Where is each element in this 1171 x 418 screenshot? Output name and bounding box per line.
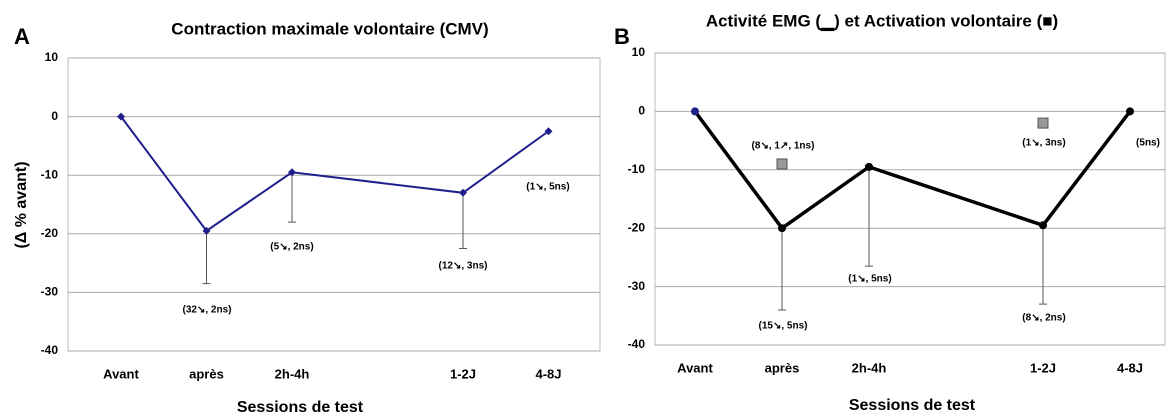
annotation: (5ns): [1136, 138, 1160, 149]
point-marker: [691, 107, 699, 116]
point-marker: [865, 162, 873, 171]
y-tick-label: 10: [45, 50, 59, 64]
x-axis-label: Sessions de test: [849, 397, 976, 414]
x-tick-label: 4-8J: [535, 366, 561, 381]
x-tick-label: 2h-4h: [852, 360, 887, 375]
point-marker: [459, 188, 467, 197]
y-tick-label: -10: [628, 162, 646, 176]
x-tick-label: 1-2J: [450, 366, 476, 381]
x-tick-label: Avant: [103, 366, 139, 381]
annotation: (8↘, 1↗, 1ns): [752, 141, 815, 152]
y-tick-label: -30: [41, 285, 59, 299]
y-axis-label: (Δ % avant): [13, 161, 30, 248]
x-axis-label: Sessions de test: [237, 399, 364, 416]
y-tick-label: -20: [628, 220, 646, 234]
y-tick-label: -40: [41, 343, 59, 357]
point-marker: [202, 226, 211, 235]
y-tick-label: -30: [628, 279, 646, 293]
chart-title: Contraction maximale volontaire (CMV): [171, 19, 488, 38]
x-tick-label: 2h-4h: [275, 366, 310, 381]
y-tick-label: 0: [638, 104, 645, 118]
square-marker: [1037, 117, 1049, 129]
y-tick-label: -10: [41, 167, 59, 181]
annotation: (15↘, 5ns): [759, 321, 808, 332]
annotation: (12↘, 3ns): [439, 261, 488, 272]
annotation: (1↘, 3ns): [1022, 138, 1065, 149]
x-tick-label: 4-8J: [1117, 360, 1143, 375]
annotation: (5↘, 2ns): [270, 242, 313, 253]
annotation: (1↘, 5ns): [848, 274, 891, 285]
plot-area: [654, 52, 1166, 346]
annotation: (32↘, 2ns): [183, 305, 232, 316]
x-tick-label: après: [765, 360, 800, 375]
plot-area: [67, 57, 601, 352]
point-marker: [544, 127, 553, 136]
point-marker: [288, 168, 296, 177]
point-marker: [1126, 107, 1134, 116]
panel-label: A: [14, 24, 30, 49]
x-tick-label: 1-2J: [1030, 360, 1056, 375]
y-tick-label: 10: [632, 45, 646, 59]
square-marker: [776, 158, 788, 170]
annotation: (8↘, 2ns): [1022, 313, 1065, 324]
series-line: [120, 116, 550, 233]
chart-title: Activité EMG (▁) et Activation volontair…: [706, 11, 1058, 31]
point-marker: [1039, 221, 1047, 230]
y-tick-label: 0: [51, 109, 58, 123]
x-tick-label: Avant: [677, 360, 713, 375]
panel-label: B: [614, 24, 630, 49]
y-tick-label: -20: [41, 226, 59, 240]
point-marker: [778, 224, 786, 233]
annotation: (1↘, 5ns): [526, 182, 569, 193]
y-tick-label: -40: [628, 337, 646, 351]
point-marker: [117, 112, 125, 121]
x-tick-label: après: [189, 366, 224, 381]
